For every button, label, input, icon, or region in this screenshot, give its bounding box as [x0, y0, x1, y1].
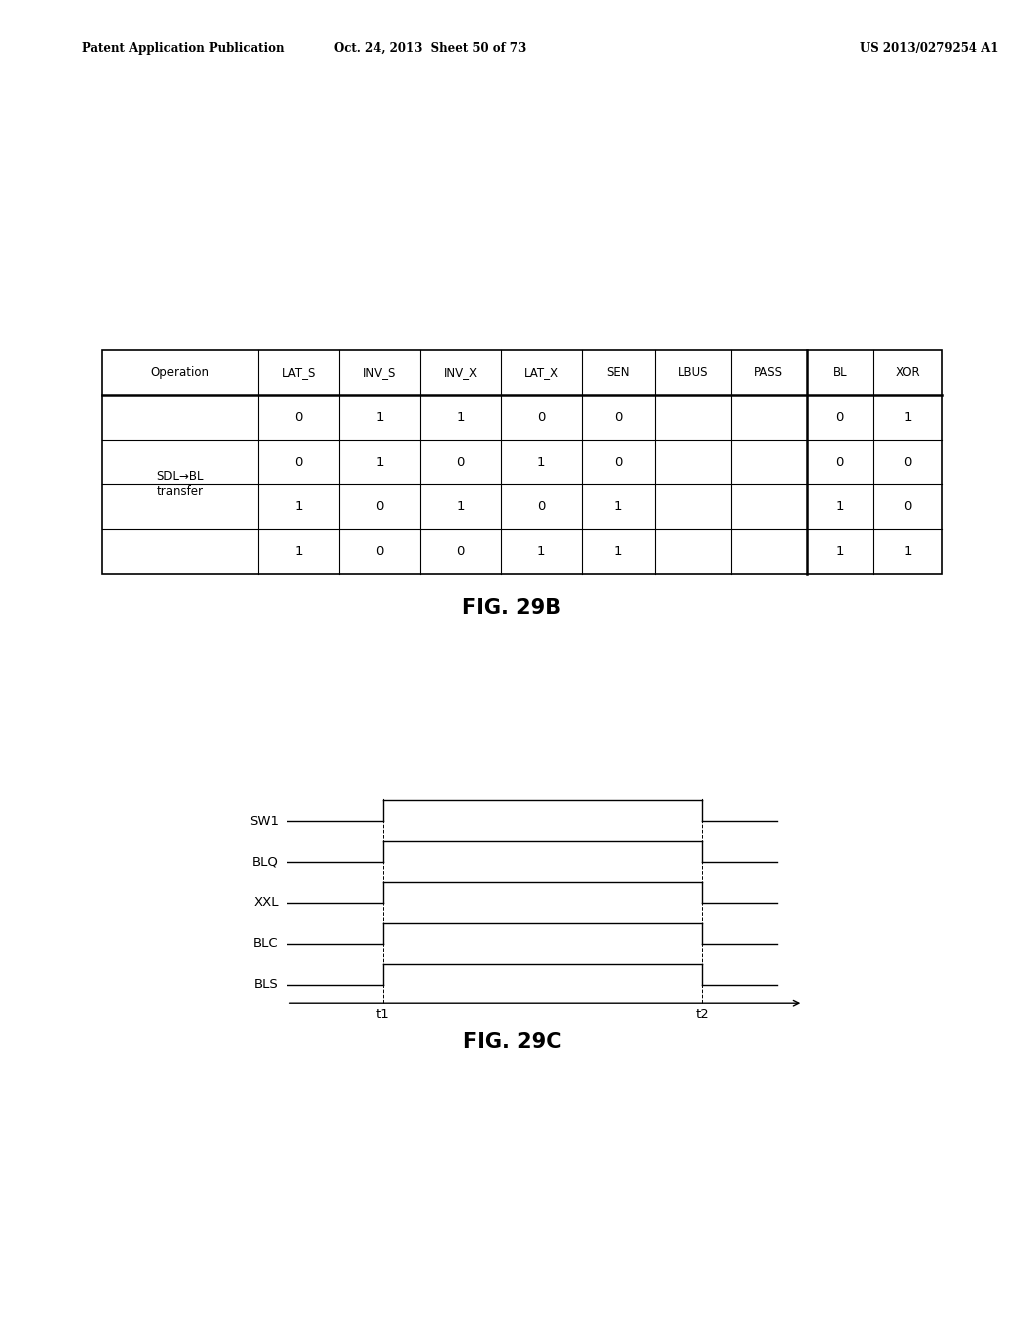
Text: INV_X: INV_X — [443, 366, 477, 379]
Text: BLC: BLC — [253, 937, 279, 950]
Text: 1: 1 — [836, 500, 844, 513]
Text: 1: 1 — [836, 545, 844, 558]
Text: 1: 1 — [295, 500, 303, 513]
Text: XOR: XOR — [895, 366, 920, 379]
Text: Oct. 24, 2013  Sheet 50 of 73: Oct. 24, 2013 Sheet 50 of 73 — [334, 42, 526, 55]
Text: LAT_X: LAT_X — [523, 366, 559, 379]
Text: 0: 0 — [376, 500, 384, 513]
Text: 1: 1 — [375, 411, 384, 424]
Text: Patent Application Publication: Patent Application Publication — [82, 42, 285, 55]
Text: 0: 0 — [457, 545, 465, 558]
Text: t2: t2 — [695, 1008, 709, 1022]
Text: BLS: BLS — [254, 978, 279, 991]
Text: FIG. 29B: FIG. 29B — [463, 598, 561, 618]
Text: 0: 0 — [537, 411, 546, 424]
Text: BL: BL — [833, 366, 847, 379]
Text: 1: 1 — [456, 411, 465, 424]
Text: Operation: Operation — [151, 366, 210, 379]
Text: FIG. 29C: FIG. 29C — [463, 1032, 561, 1052]
Text: 1: 1 — [295, 545, 303, 558]
Text: 0: 0 — [903, 455, 911, 469]
Text: 0: 0 — [537, 500, 546, 513]
Text: 1: 1 — [456, 500, 465, 513]
Text: LAT_S: LAT_S — [282, 366, 315, 379]
Text: 0: 0 — [614, 411, 623, 424]
Text: 1: 1 — [614, 545, 623, 558]
Text: 1: 1 — [614, 500, 623, 513]
Text: 0: 0 — [836, 411, 844, 424]
Text: SEN: SEN — [606, 366, 630, 379]
Text: 0: 0 — [614, 455, 623, 469]
Text: XXL: XXL — [253, 896, 279, 909]
Text: SW1: SW1 — [249, 814, 279, 828]
Text: 1: 1 — [537, 545, 546, 558]
Text: SDL→BL
transfer: SDL→BL transfer — [157, 470, 204, 499]
Text: 0: 0 — [457, 455, 465, 469]
Text: INV_S: INV_S — [362, 366, 396, 379]
Text: 0: 0 — [903, 500, 911, 513]
Text: US 2013/0279254 A1: US 2013/0279254 A1 — [860, 42, 998, 55]
Text: 0: 0 — [836, 455, 844, 469]
Text: 1: 1 — [537, 455, 546, 469]
Text: BLQ: BLQ — [252, 855, 279, 869]
Text: PASS: PASS — [755, 366, 783, 379]
Text: 0: 0 — [295, 455, 303, 469]
Text: LBUS: LBUS — [678, 366, 708, 379]
Text: 1: 1 — [375, 455, 384, 469]
Text: 0: 0 — [376, 545, 384, 558]
Text: 1: 1 — [903, 545, 911, 558]
Text: 1: 1 — [903, 411, 911, 424]
Text: 0: 0 — [295, 411, 303, 424]
Text: t1: t1 — [376, 1008, 389, 1022]
